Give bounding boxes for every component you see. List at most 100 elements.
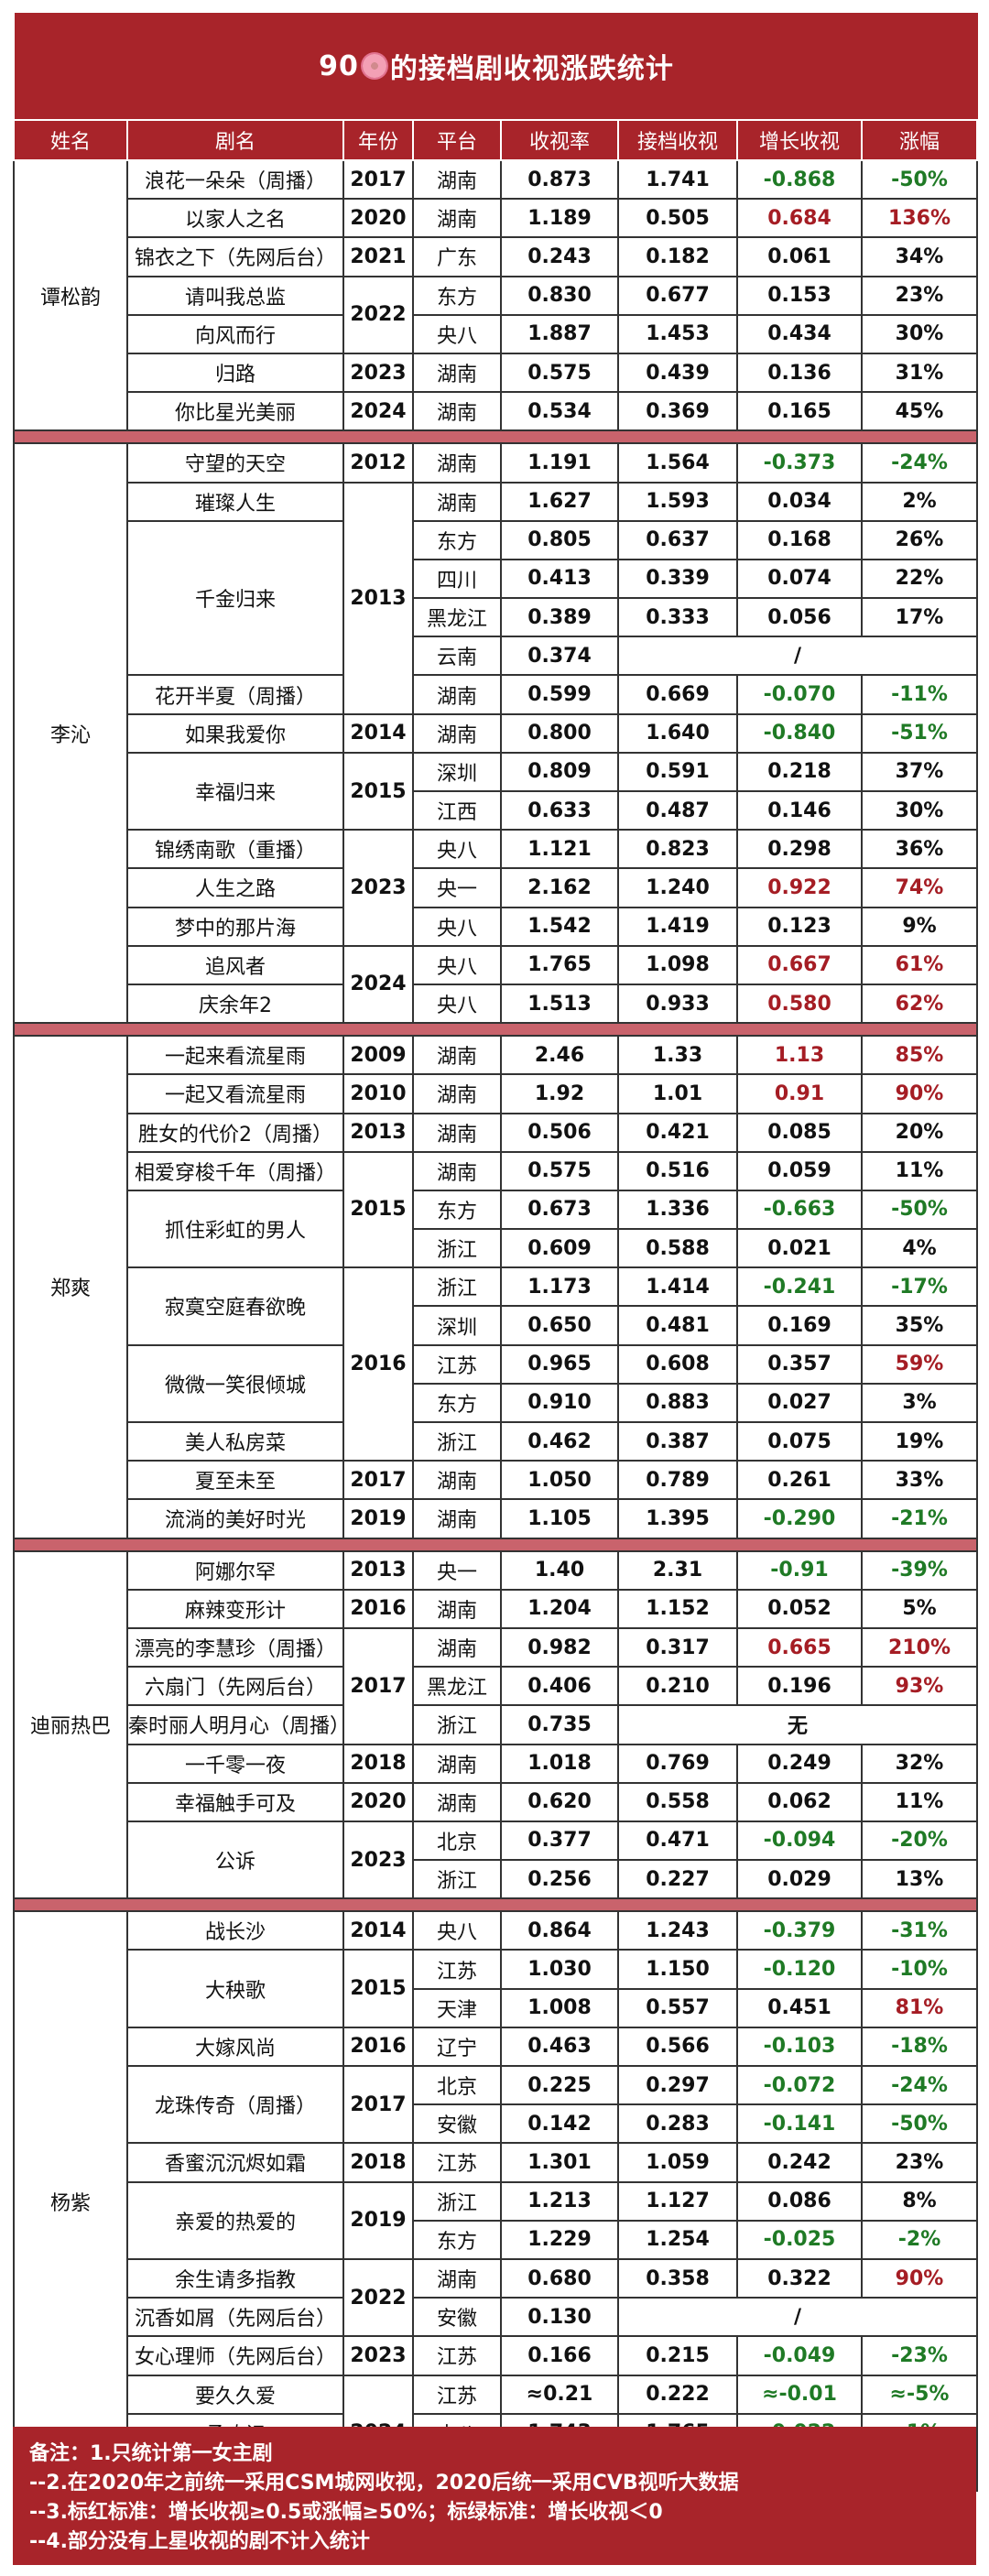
next-rating-cell: 0.387 [617,1420,738,1462]
pct-cell: -24% [861,442,978,484]
growth-cell: 0.298 [736,829,863,870]
table-row: 千金归来 东方 0.805 0.637 0.168 26% [14,519,978,677]
rating-cell: 1.018 [500,1743,619,1784]
group-separator [13,1022,978,1038]
year-cell: 2016 [342,2026,414,2068]
platform-cell: 湖南 [412,481,502,522]
growth-cell: -0.663 [736,1189,863,1231]
drama-cell: 微微一笑很倾城 [126,1343,344,1424]
col-header-next-rating: 接档收视 [617,119,738,161]
growth-cell: -0.072 [736,2064,863,2106]
rating-cell: 1.887 [500,313,619,354]
pct-cell: 30% [861,313,978,354]
rating-cell: 0.800 [500,712,619,754]
growth-cell: 0.136 [736,352,863,394]
table-row: 女心理师（先网后台） 2023 江苏 0.166 0.215 -0.049 -23% [14,2335,978,2376]
table-row: 安徽 0.142 0.283 -0.141 -50% [14,2103,978,2145]
pct-cell: -18% [861,2026,978,2068]
growth-cell: -0.91 [736,1549,863,1591]
next-rating-cell: 0.215 [617,2335,738,2376]
platform-cell: 东方 [412,1189,502,1231]
rating-cell: 0.413 [500,558,619,600]
table-row: 锦绣南歌（重播） 2023 央八 1.121 0.823 0.298 36% [14,829,978,947]
platform-cell: 辽宁 [412,2026,502,2068]
drama-cell: 漂亮的李慧珍（周播） [126,1626,344,1668]
pct-cell: 90% [861,1073,978,1114]
year-cell: 2022 [342,2257,414,2338]
actress-name-cell: 李沁 [13,442,128,1025]
year-cell: 2017 [342,1626,414,1745]
year-cell: 2024 [342,391,414,432]
drama-cell: 公诉 [126,1820,344,1900]
rating-cell: 0.130 [500,2297,619,2338]
platform-cell: 央一 [412,1549,502,1591]
table-row: 追风者 2024 央八 1.765 1.098 0.667 61% [14,944,978,1025]
year-cell: 2021 [342,236,414,277]
rating-cell: 0.463 [500,2026,619,2068]
rating-cell: 1.542 [500,906,619,947]
table-row: 漂亮的李慧珍（周播） 2017 湖南 0.982 0.317 0.665 210% [14,1626,978,1745]
drama-cell: 向风而行 [126,313,344,354]
table-row: 浙江 0.256 0.227 0.029 13% [14,1859,978,1900]
rating-cell: 1.204 [500,1588,619,1629]
platform-cell: 湖南 [412,1498,502,1539]
rating-cell: 0.609 [500,1228,619,1269]
table-row: 向风而行 央八 1.887 1.453 0.434 30% [14,313,978,354]
next-rating-cell: 2.31 [617,1549,738,1591]
pct-cell: 136% [861,198,978,239]
drama-cell: 要久久爱 [126,2374,344,2415]
platform-cell: 湖南 [412,712,502,754]
table-row: 胜女的代价2（周播） 2013 湖南 0.506 0.421 0.085 20% [14,1112,978,1153]
table-row: 六扇门（先网后台） 黑龙江 0.406 0.210 0.196 93% [14,1666,978,1707]
platform-cell: 湖南 [412,1588,502,1629]
growth-cell: 0.261 [736,1460,863,1501]
pct-cell: ≈-5% [861,2374,978,2415]
platform-cell: 浙江 [412,1704,502,1745]
title-text: 的接档剧收视涨跌统计 [389,53,674,85]
year-cell: 2018 [342,1743,414,1784]
platform-cell: 央八 [412,906,502,947]
table-row: 相爱穿梭千年（周播） 2015 湖南 0.575 0.516 0.059 11% [14,1150,978,1269]
pct-cell: -21% [861,1498,978,1539]
growth-cell: -0.070 [736,674,863,715]
year-cell: 2019 [342,1498,414,1539]
next-rating-cell: 0.182 [617,236,738,277]
year-cell: 2023 [342,352,414,394]
growth-cell: 0.667 [736,944,863,985]
growth-cell: 0.056 [736,597,863,638]
table-row: 你比星光美丽 2024 湖南 0.534 0.369 0.165 45% [14,391,978,432]
next-rating-cell: 0.487 [617,789,738,831]
next-rating-cell: 0.369 [617,391,738,432]
year-cell: 2016 [342,1266,414,1462]
next-rating-cell: 1.01 [617,1073,738,1114]
drama-cell: 追风者 [126,944,344,985]
rating-cell: 1.008 [500,1987,619,2028]
platform-cell: 湖南 [412,1781,502,1822]
rating-cell: 0.389 [500,597,619,638]
next-rating-cell: 1.240 [617,867,738,908]
rating-cell: 1.105 [500,1498,619,1539]
growth-cell: 1.13 [736,1035,863,1076]
next-rating-cell: 1.741 [617,158,738,201]
pct-cell: 8% [861,2180,978,2222]
platform-cell: 江苏 [412,2335,502,2376]
growth-cell: 0.922 [736,867,863,908]
drama-cell: 麻辣变形计 [126,1588,344,1629]
pct-cell: 37% [861,751,978,793]
growth-cell: 0.684 [736,198,863,239]
drama-cell: 胜女的代价2（周播） [126,1112,344,1153]
ratings-table: 姓名 剧名 年份 平台 收视率 接档收视 增长收视 涨幅 谭松韵 浪花一朵朵（周播… [13,119,978,2493]
growth-cell: -0.373 [736,442,863,484]
pct-cell: 4% [861,1228,978,1269]
pct-cell: 20% [861,1112,978,1153]
year-cell: 2019 [342,2180,414,2260]
pct-cell: 34% [861,236,978,277]
next-rating-cell: 0.516 [617,1150,738,1191]
growth-cell: 0.027 [736,1382,863,1424]
pct-cell: 81% [861,1987,978,2028]
drama-cell: 一千零一夜 [126,1743,344,1784]
next-rating-cell: 0.823 [617,829,738,870]
year-cell: 2020 [342,198,414,239]
growth-cell: 0.665 [736,1626,863,1668]
table-row: 如果我爱你 2014 湖南 0.800 1.640 -0.840 -51% [14,712,978,754]
